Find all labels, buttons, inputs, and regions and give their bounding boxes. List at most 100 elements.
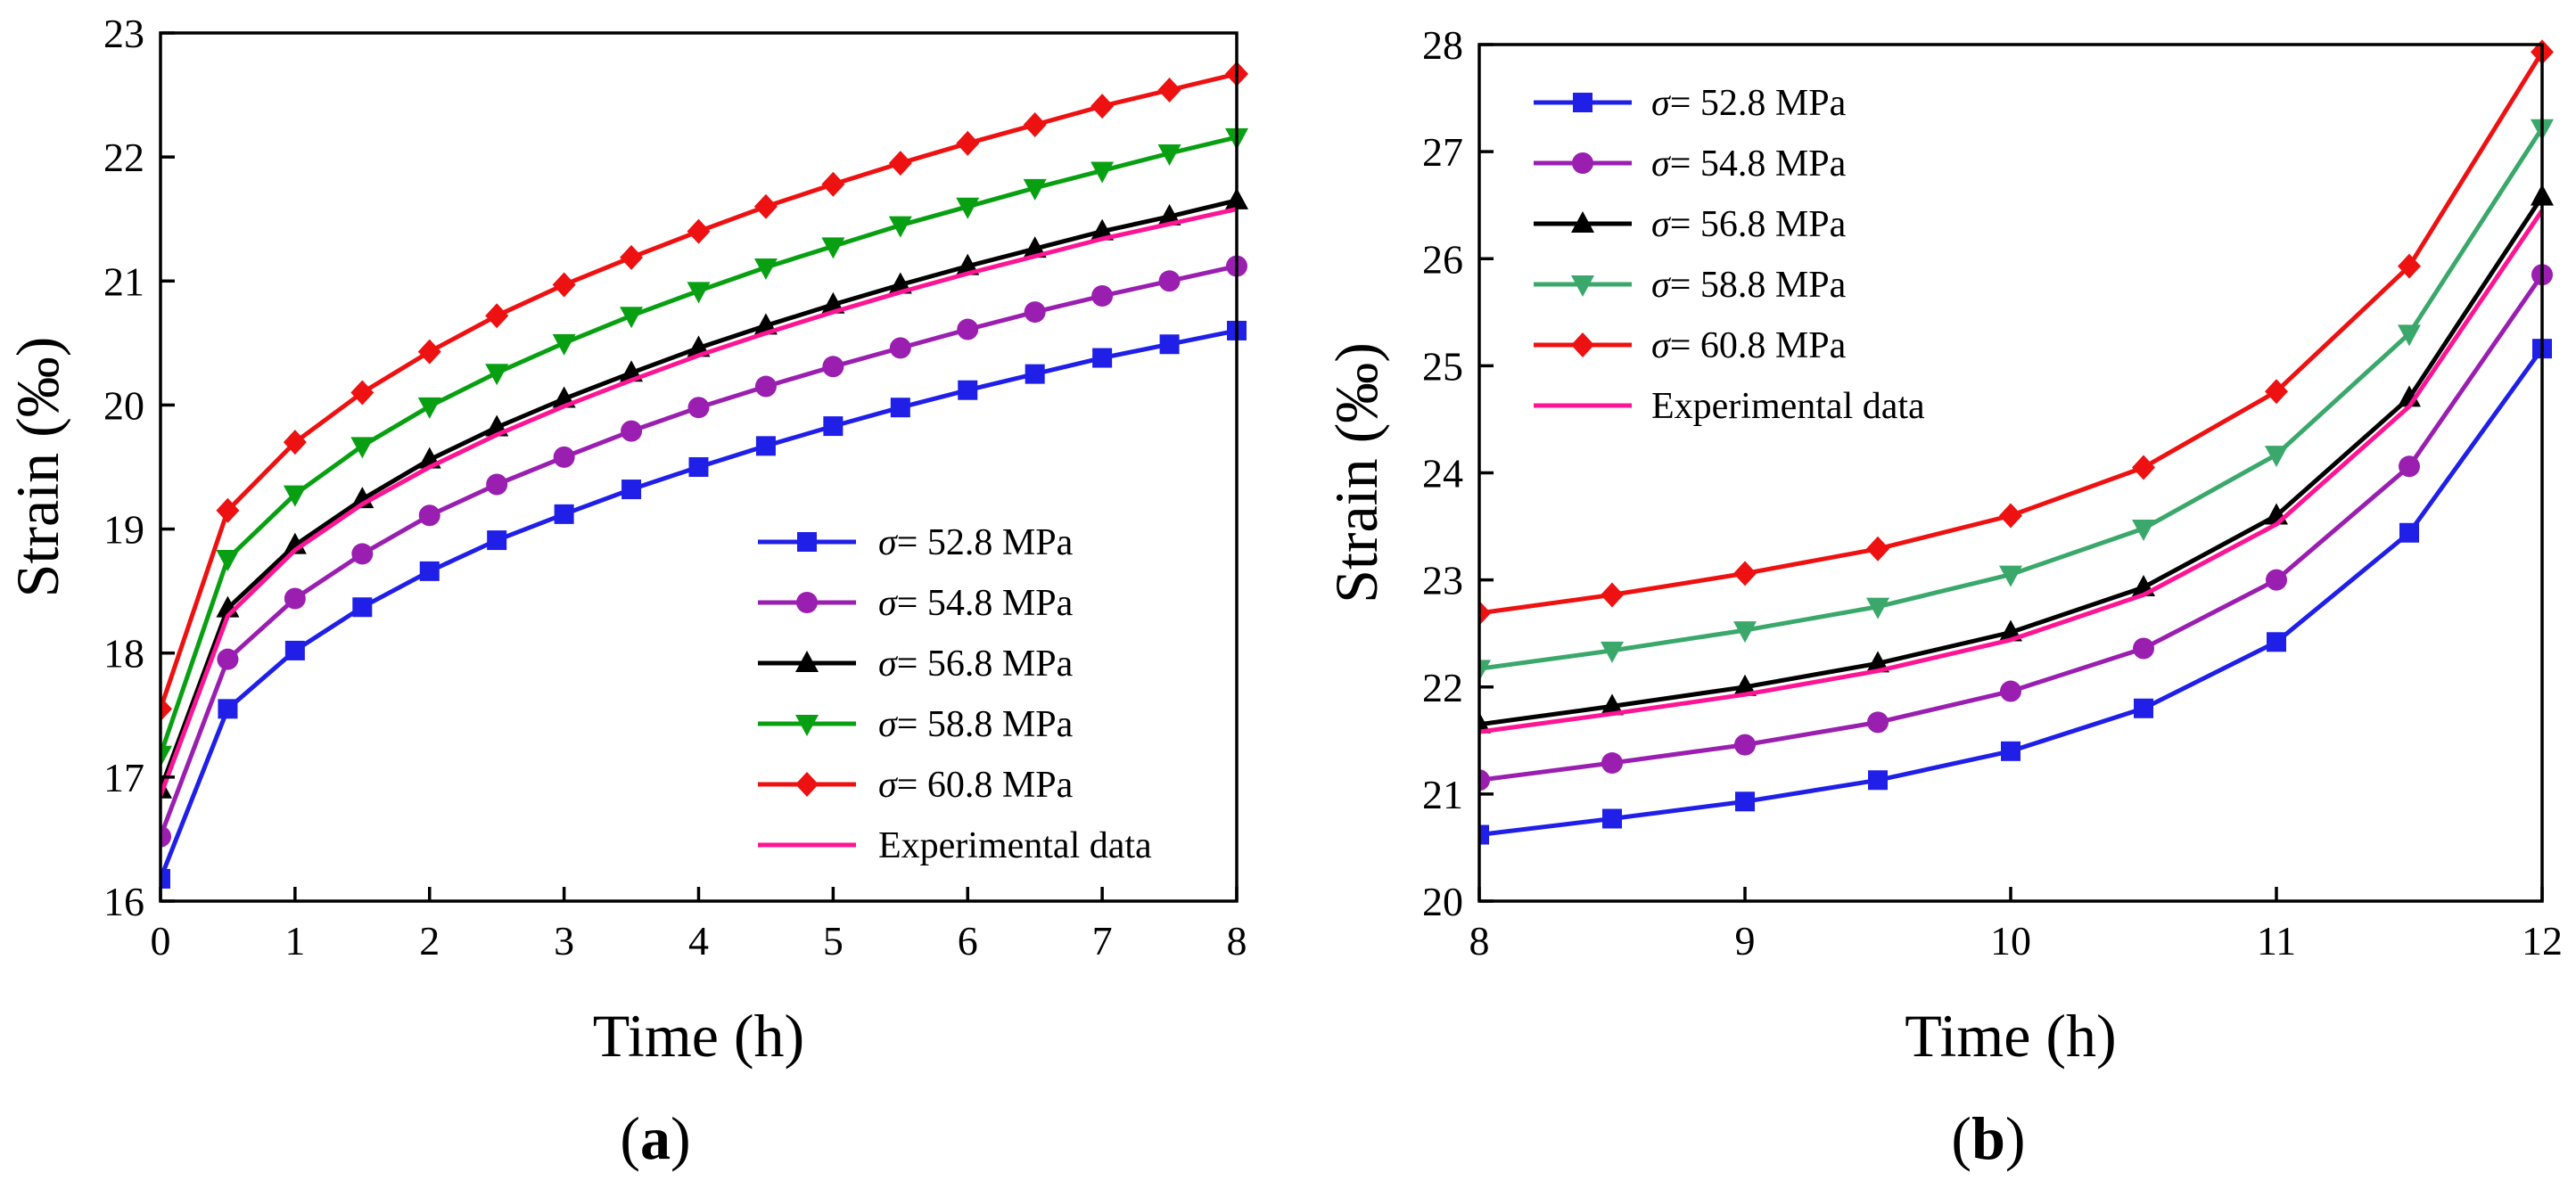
point-a-4-10 [821, 171, 845, 197]
point-a-0-3 [352, 597, 373, 618]
y-tick-label-b-8: 28 [1422, 22, 1463, 68]
point-b-3-6 [2265, 446, 2288, 468]
x-axis-title-b: Time (h) [1905, 1002, 2116, 1070]
point-b-1-4 [2000, 680, 2021, 702]
point-a-4-13 [1023, 111, 1047, 137]
legend-entry-b-0: σ= 52.8 MPa [1651, 83, 1847, 124]
point-a-4-9 [753, 193, 778, 219]
series-a-3 [160, 127, 1248, 767]
legend-entry-b-3: σ= 58.8 MPa [1651, 265, 1847, 306]
point-a-3-9 [753, 258, 778, 280]
point-b-2-1 [1601, 693, 1624, 716]
point-b-4-5 [2132, 455, 2155, 480]
y-tick-label-a-7: 23 [103, 11, 144, 56]
point-a-0-1 [218, 699, 238, 719]
x-tick-label-a-3: 3 [554, 918, 574, 964]
point-a-2-13 [1023, 236, 1047, 258]
point-a-0-6 [554, 504, 574, 524]
point-a-4-0 [160, 696, 172, 722]
legend-marker-b-4 [1571, 332, 1594, 357]
series-b-2 [1479, 184, 2554, 734]
point-a-4-11 [888, 151, 912, 176]
point-b-1-5 [2133, 637, 2154, 660]
point-b-3-0 [1479, 660, 1491, 682]
legend-marker-a-2 [795, 651, 819, 672]
point-a-3-12 [956, 197, 980, 219]
point-a-4-1 [216, 497, 240, 523]
legend-marker-b-0 [1573, 93, 1593, 112]
y-tick-label-a-1: 17 [103, 755, 144, 800]
legend-entry-a-3: σ= 58.8 MPa [878, 704, 1074, 745]
point-a-1-9 [754, 375, 777, 398]
x-tick-label-b-0: 8 [1469, 918, 1490, 964]
x-tick-label-a-0: 0 [151, 918, 171, 964]
legend-label-b-2: = 56.8 MPa [1670, 204, 1847, 245]
point-a-3-6 [552, 333, 576, 356]
y-tick-label-a-3: 19 [103, 507, 144, 553]
point-a-0-4 [419, 561, 440, 581]
chart-panel-b: 8 9 10 11 12 20 21 22 23 24 25 26 27 28 Time (h) Strain… [1322, 22, 2563, 1172]
point-b-2-2 [1733, 674, 1757, 696]
point-a-4-14 [1090, 94, 1115, 119]
point-b-0-4 [2001, 741, 2020, 761]
legend-marker-a-3 [795, 715, 819, 736]
point-b-4-1 [1601, 582, 1624, 608]
x-tick-label-b-1: 9 [1735, 918, 1756, 964]
y-tick-label-b-7: 27 [1422, 129, 1463, 175]
series-b-3 [1479, 119, 2554, 682]
point-a-1-1 [217, 648, 239, 670]
y-axis-title-a: Strain (‰) [4, 337, 71, 598]
legend-entry-a-5: Experimental data [878, 825, 1152, 866]
point-b-0-5 [2134, 698, 2153, 718]
legend-label-b-4: = 60.8 MPa [1670, 325, 1847, 366]
x-tick-label-a-4: 4 [688, 918, 709, 964]
point-a-0-11 [890, 398, 910, 418]
y-tick-label-a-2: 18 [103, 631, 144, 676]
point-a-4-3 [350, 380, 374, 406]
point-a-3-0 [160, 745, 172, 767]
point-a-4-8 [687, 218, 711, 244]
legend-symbol-b-3: σ [1651, 265, 1672, 306]
point-b-0-7 [2399, 522, 2419, 543]
series-line-a-5 [160, 207, 1238, 797]
point-a-1-7 [621, 420, 643, 442]
legend-entry-b-5: Experimental data [1651, 386, 1925, 427]
y-tick-label-b-0: 20 [1422, 879, 1463, 924]
series-a-1 [160, 255, 1247, 848]
point-a-3-1 [216, 549, 240, 571]
point-b-3-2 [1733, 621, 1757, 644]
point-a-1-12 [957, 318, 979, 340]
legend-entry-b-4: σ= 60.8 MPa [1651, 325, 1847, 366]
point-b-1-3 [1867, 711, 1889, 734]
series-b-4 [1479, 39, 2554, 626]
point-a-1-10 [822, 356, 844, 378]
legend-symbol-b-1: σ [1651, 144, 1672, 184]
y-tick-label-b-1: 21 [1422, 772, 1463, 817]
x-tick-label-a-6: 6 [958, 918, 978, 964]
legend-symbol-a-0: σ [878, 522, 899, 563]
point-a-0-15 [1159, 334, 1180, 355]
point-a-1-3 [351, 543, 374, 565]
legend-marker-a-4 [795, 772, 819, 797]
plot-frame-b [1477, 43, 2544, 903]
x-tick-label-a-2: 2 [419, 918, 440, 964]
point-b-3-1 [1601, 641, 1624, 663]
point-a-0-2 [284, 640, 305, 660]
x-tick-label-a-7: 7 [1092, 918, 1113, 964]
series-line-b-3 [1479, 127, 2545, 671]
point-a-0-14 [1092, 348, 1113, 368]
point-a-0-8 [688, 457, 709, 477]
legend-symbol-a-3: σ [878, 704, 899, 745]
point-a-4-15 [1157, 78, 1181, 103]
point-a-3-7 [620, 307, 644, 329]
point-b-1-0 [1479, 769, 1490, 791]
y-tick-label-b-3: 23 [1422, 558, 1463, 603]
point-a-3-10 [821, 237, 845, 259]
point-a-3-2 [283, 485, 307, 507]
series-a-0 [160, 320, 1247, 889]
x-tick-label-a-1: 1 [284, 918, 305, 964]
point-b-1-1 [1601, 752, 1623, 775]
panel-label-b: (b) [1951, 1104, 2025, 1172]
